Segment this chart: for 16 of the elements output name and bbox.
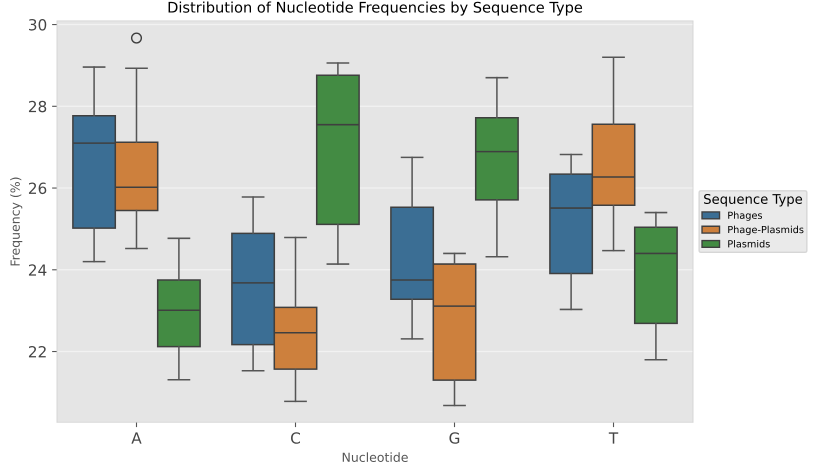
x-axis-title: Nucleotide [342,452,408,462]
y-axis-title: Frequency (%) [10,178,22,266]
y-tick-label: 24 [28,264,46,276]
legend-label: Phages [728,211,762,221]
x-tick-label: A [131,432,142,444]
x-tick-label: T [608,432,618,444]
x-tick-label: G [449,432,460,444]
y-tick-label: 26 [28,182,46,194]
y-tick-label: 22 [28,346,46,358]
legend-title: Sequence Type [704,194,802,207]
y-tick-label: 30 [28,19,46,31]
y-tick-label: 28 [28,100,46,112]
legend-label: Plasmids [728,240,770,248]
legend-label: Phage-Plasmids [728,226,804,236]
chart-title: Distribution of Nucleotide Frequencies by Sequence Type [168,1,582,16]
x-tick-label: C [291,432,300,444]
